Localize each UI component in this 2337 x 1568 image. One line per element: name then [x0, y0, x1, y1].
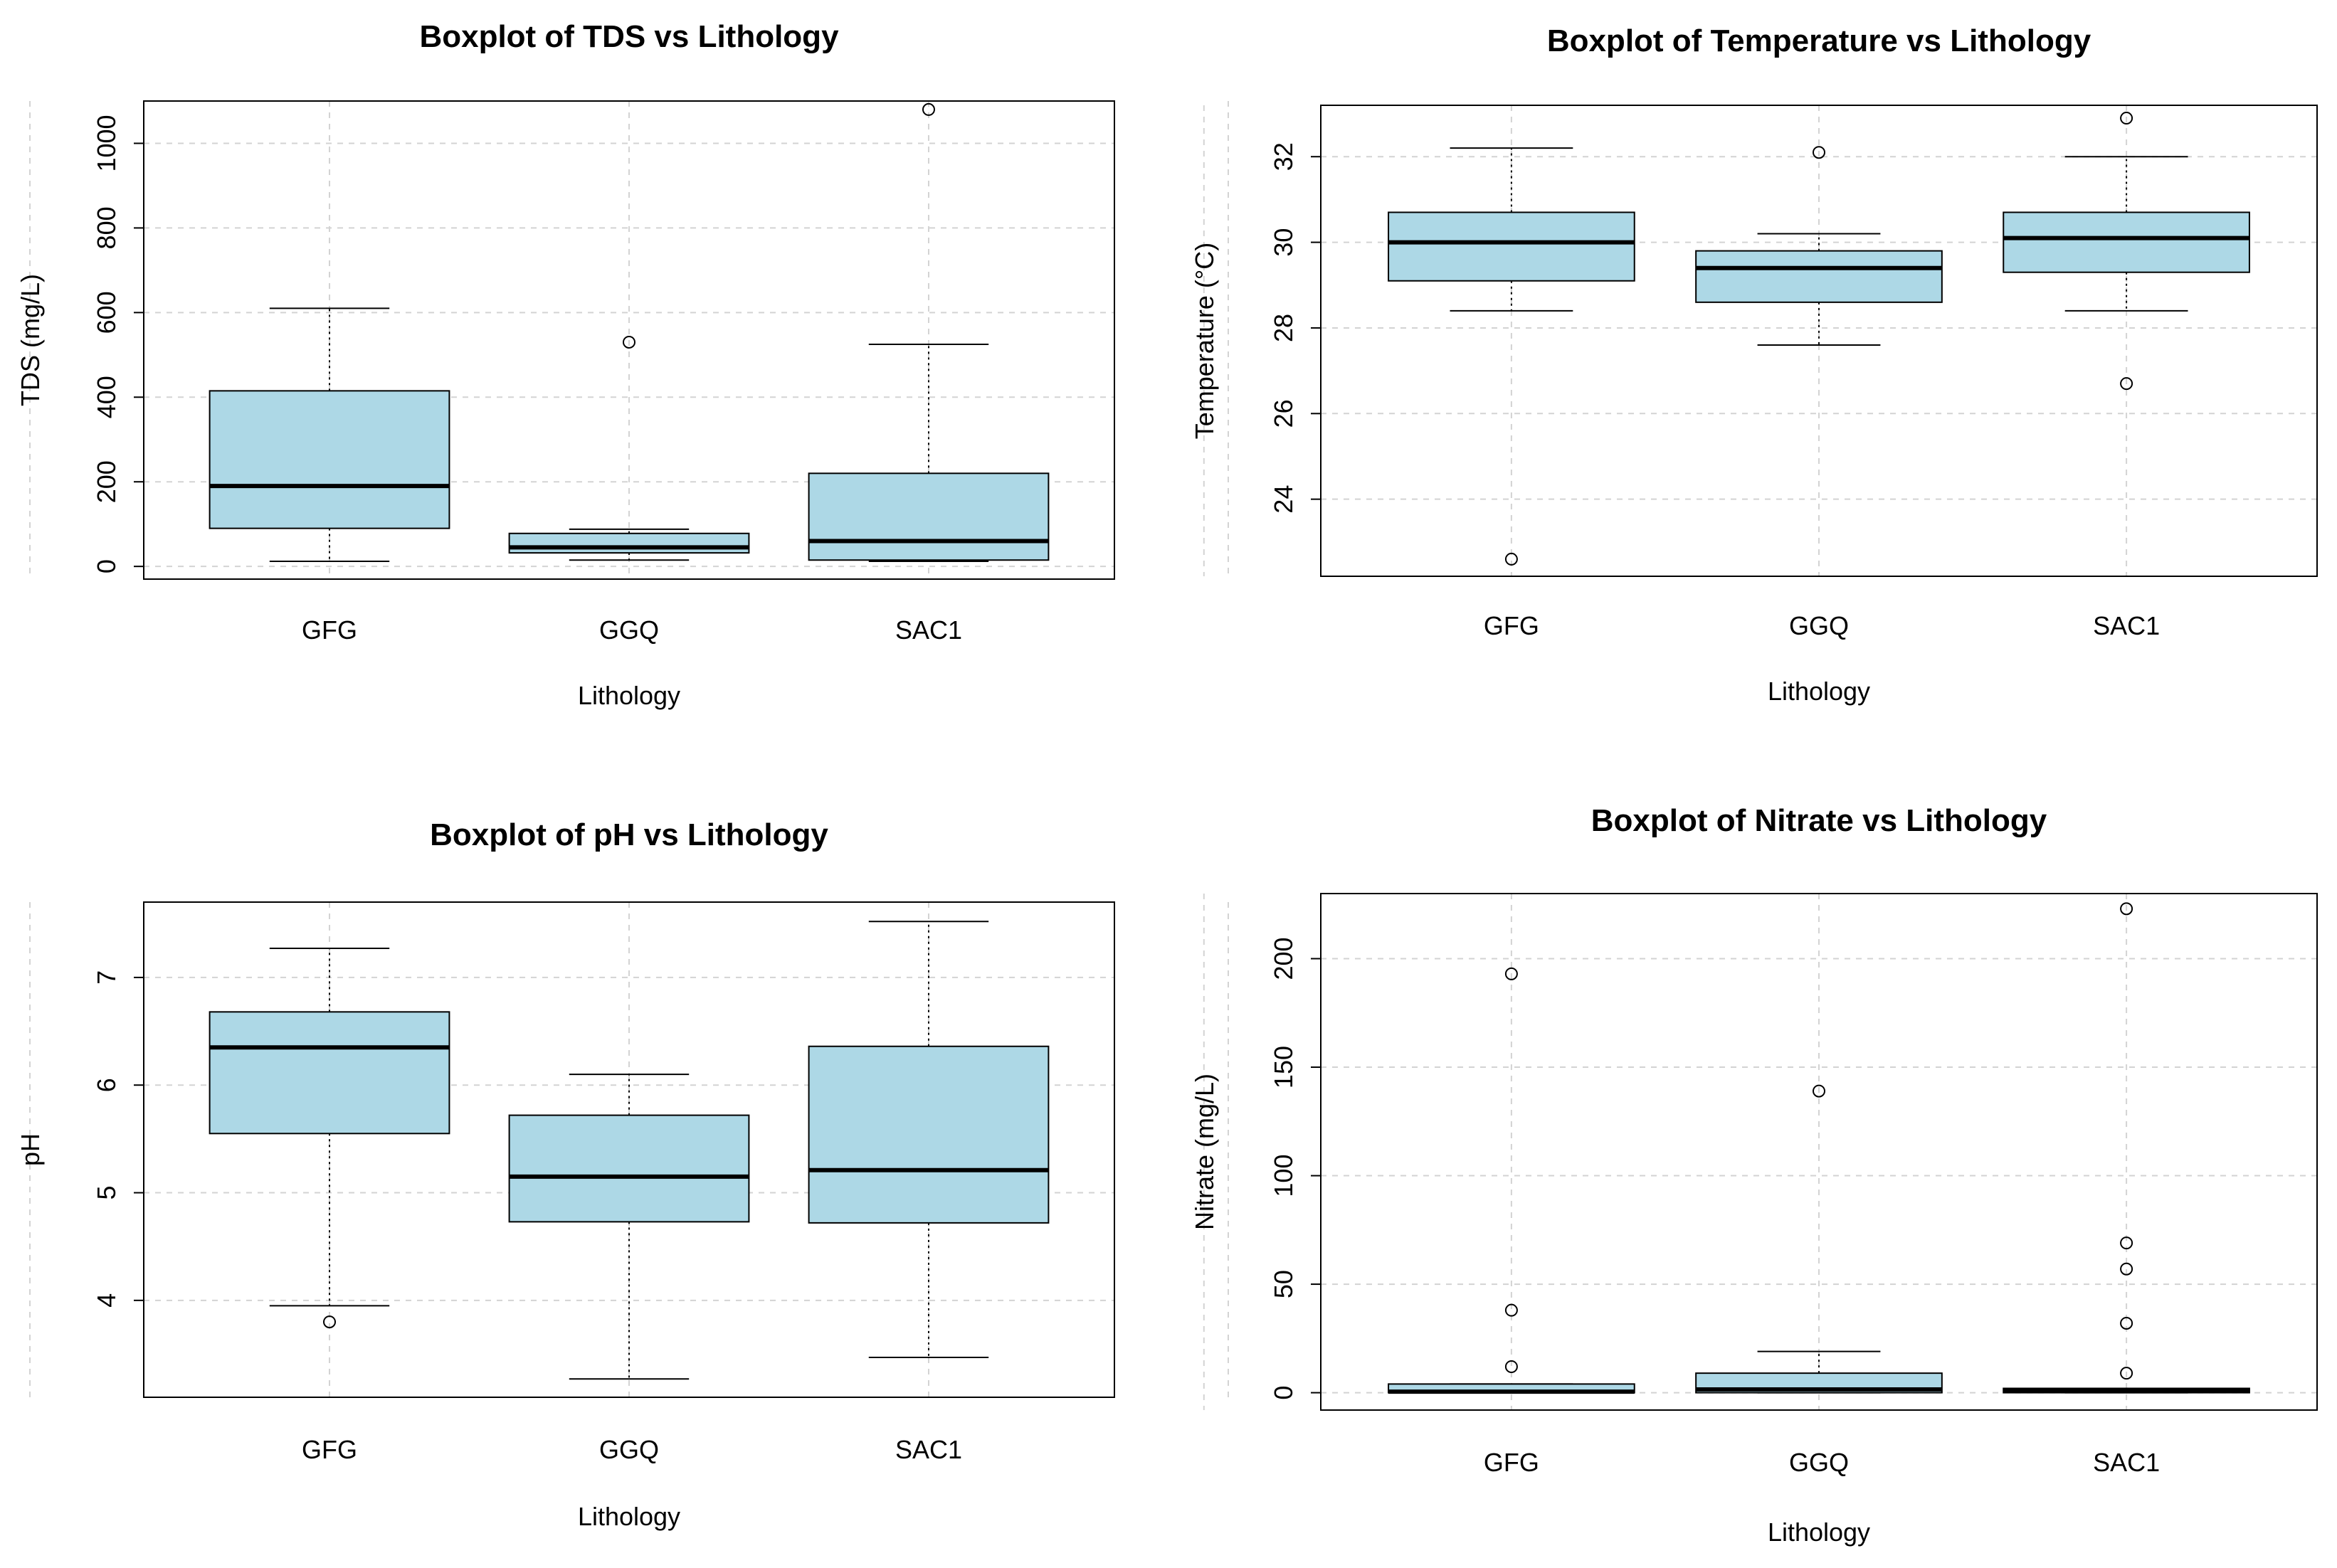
plot-frame [143, 901, 1115, 1398]
outlier-point [1504, 552, 1518, 566]
x-tick-label: SAC1 [895, 1435, 962, 1464]
y-tick-label: 100 [1269, 1155, 1298, 1197]
outlier-point [1504, 1360, 1518, 1373]
outlier-point [2120, 377, 2133, 391]
outlier-point [2120, 1236, 2133, 1250]
x-tick-label: SAC1 [895, 615, 962, 645]
box-ggq [508, 1074, 750, 1380]
x-tick-label: GFG [1484, 611, 1539, 640]
box-iqr [209, 1011, 450, 1135]
y-tick-label: 5 [92, 1186, 121, 1200]
x-tick-label: GGQ [1789, 1448, 1849, 1477]
outlier-point [2120, 1262, 2133, 1276]
x-tick-label: GGQ [1789, 611, 1849, 640]
x-axis-label: Lithology [578, 681, 680, 710]
box-sac1 [808, 102, 1050, 563]
y-tick-label: 50 [1269, 1270, 1298, 1298]
y-tick-label: 24 [1269, 485, 1298, 514]
y-tick-label: 0 [1269, 1386, 1298, 1400]
box-ggq [508, 335, 750, 561]
outlier-point [922, 102, 935, 116]
x-axis-label: Lithology [578, 1502, 680, 1531]
x-tick-label: GFG [1484, 1448, 1539, 1477]
box-iqr [1695, 250, 1943, 303]
y-tick-label: 600 [92, 291, 121, 334]
y-tick-label: 4 [92, 1293, 121, 1308]
box-gfg [1388, 147, 1635, 566]
chart-title: Boxplot of TDS vs Lithology [419, 19, 839, 54]
chart-panel-3: Boxplot of Nitrate vs Lithology GFG GGQ SAC… [1190, 803, 2318, 1547]
y-tick-label: 32 [1269, 142, 1298, 171]
outlier-point [623, 335, 635, 349]
chart-title: Boxplot of Nitrate vs Lithology [1591, 803, 2047, 838]
y-axis-label: TDS (mg/L) [16, 274, 45, 406]
y-tick-label: 1000 [92, 115, 121, 171]
box-ggq [1695, 146, 1943, 346]
outlier-point [2120, 1316, 2133, 1330]
outlier-point [323, 1315, 337, 1329]
y-tick-label: 200 [92, 460, 121, 503]
chart-panel-0: Boxplot of TDS vs Lithology GFG GGQ SAC1 Lit… [16, 19, 1229, 710]
outlier-point [1504, 967, 1518, 980]
box-iqr [2003, 211, 2250, 273]
y-axis-label: pH [16, 1133, 45, 1166]
chart-panel-1: Boxplot of Temperature vs Lithology GFG GG… [1190, 23, 2318, 706]
plot-frame [1320, 105, 2318, 577]
y-tick-label: 200 [1269, 937, 1298, 980]
y-tick-label: 7 [92, 970, 121, 985]
x-tick-label: SAC1 [2093, 1448, 2160, 1477]
y-axis-label: Nitrate (mg/L) [1190, 1074, 1219, 1230]
x-tick-label: SAC1 [2093, 611, 2160, 640]
x-tick-label: GGQ [599, 1435, 659, 1464]
box-gfg [209, 948, 450, 1329]
box-iqr [808, 1045, 1050, 1224]
outlier-point [1813, 146, 1825, 159]
box-iqr [209, 390, 450, 529]
box-iqr [1388, 211, 1635, 282]
y-axis-label: Temperature (°C) [1190, 243, 1219, 439]
box-sac1 [808, 921, 1050, 1359]
box-gfg [1388, 967, 1635, 1394]
chart-title: Boxplot of Temperature vs Lithology [1547, 23, 2091, 58]
y-tick-label: 28 [1269, 314, 1298, 342]
y-tick-label: 800 [92, 206, 121, 249]
outlier-point [2120, 1367, 2133, 1380]
x-tick-label: GFG [302, 1435, 357, 1464]
outlier-point [1813, 1084, 1825, 1098]
y-tick-label: 150 [1269, 1046, 1298, 1088]
y-tick-label: 30 [1269, 228, 1298, 257]
plot-frame [1320, 893, 2318, 1411]
outlier-point [2120, 902, 2133, 916]
chart-panel-2: Boxplot of pH vs Lithology GFG GGQ SAC1 Lith… [16, 817, 1229, 1531]
box-sac1 [2003, 902, 2250, 1394]
box-iqr [508, 532, 750, 554]
chart-title: Boxplot of pH vs Lithology [430, 817, 828, 852]
box-gfg [209, 307, 450, 563]
x-axis-label: Lithology [1768, 677, 1870, 706]
plot-frame [143, 100, 1115, 580]
box-sac1 [2003, 112, 2250, 391]
box-iqr [508, 1114, 750, 1223]
y-tick-label: 400 [92, 376, 121, 418]
box-iqr [808, 472, 1050, 561]
x-tick-label: GFG [302, 615, 357, 645]
x-tick-label: GGQ [599, 615, 659, 645]
y-tick-label: 0 [92, 559, 121, 573]
y-tick-label: 6 [92, 1078, 121, 1092]
x-axis-label: Lithology [1768, 1517, 1870, 1547]
y-tick-label: 26 [1269, 399, 1298, 428]
box-ggq [1695, 1084, 1943, 1394]
outlier-point [1504, 1303, 1518, 1317]
outlier-point [2120, 112, 2133, 125]
